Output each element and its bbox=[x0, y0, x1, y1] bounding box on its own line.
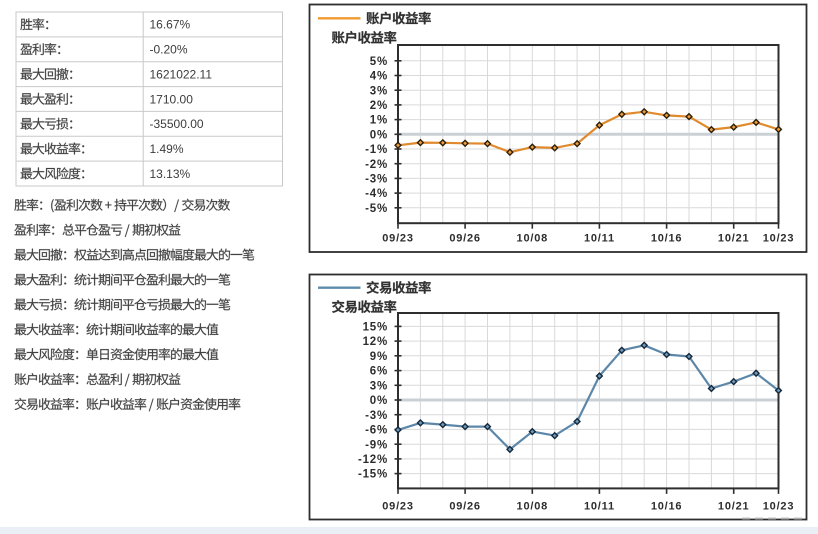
svg-text:3%: 3% bbox=[370, 380, 388, 392]
svg-text:-6%: -6% bbox=[365, 425, 388, 437]
svg-text:13.13%: 13.13% bbox=[150, 167, 191, 181]
svg-text:6%: 6% bbox=[370, 366, 388, 378]
svg-text:-12%: -12% bbox=[358, 454, 388, 466]
svg-text:10/11: 10/11 bbox=[584, 233, 615, 245]
svg-text:0%: 0% bbox=[370, 129, 388, 141]
svg-text:1.49%: 1.49% bbox=[150, 142, 184, 156]
svg-text:10/21: 10/21 bbox=[718, 233, 750, 245]
svg-text:0%: 0% bbox=[370, 395, 388, 407]
svg-text:10/21: 10/21 bbox=[718, 500, 750, 512]
svg-text:10/08: 10/08 bbox=[517, 233, 549, 245]
svg-text:10/16: 10/16 bbox=[651, 500, 683, 512]
svg-text:10/11: 10/11 bbox=[584, 500, 615, 512]
svg-text:1710.00: 1710.00 bbox=[150, 92, 194, 106]
svg-text:-2%: -2% bbox=[365, 159, 388, 171]
svg-text:-0.20%: -0.20% bbox=[150, 43, 188, 57]
svg-text:1%: 1% bbox=[370, 115, 388, 127]
svg-text:09/23: 09/23 bbox=[382, 233, 414, 245]
svg-text:-9%: -9% bbox=[365, 439, 388, 451]
svg-text:15%: 15% bbox=[363, 322, 388, 334]
svg-text:09/26: 09/26 bbox=[449, 233, 481, 245]
svg-text:2%: 2% bbox=[370, 100, 388, 112]
svg-text:9%: 9% bbox=[370, 351, 388, 363]
svg-text:10/23: 10/23 bbox=[763, 233, 795, 245]
svg-text:-1%: -1% bbox=[365, 144, 388, 156]
svg-text:-3%: -3% bbox=[365, 410, 388, 422]
svg-text:-15%: -15% bbox=[358, 469, 388, 481]
svg-text:16.67%: 16.67% bbox=[150, 18, 191, 32]
svg-text:-35500.00: -35500.00 bbox=[150, 117, 204, 131]
svg-text:3%: 3% bbox=[370, 85, 388, 97]
svg-text:5%: 5% bbox=[370, 56, 388, 68]
svg-text:4%: 4% bbox=[370, 71, 388, 83]
svg-text:-3%: -3% bbox=[365, 174, 388, 186]
svg-text:-4%: -4% bbox=[365, 188, 388, 200]
svg-text:10/16: 10/16 bbox=[651, 233, 683, 245]
svg-text:12%: 12% bbox=[363, 336, 388, 348]
svg-text:09/23: 09/23 bbox=[382, 500, 414, 512]
svg-text:10/23: 10/23 bbox=[763, 500, 795, 512]
svg-text:09/26: 09/26 bbox=[449, 500, 481, 512]
svg-text:10/08: 10/08 bbox=[517, 500, 549, 512]
svg-text:-5%: -5% bbox=[365, 203, 388, 215]
svg-text:1621022.11: 1621022.11 bbox=[150, 67, 213, 81]
